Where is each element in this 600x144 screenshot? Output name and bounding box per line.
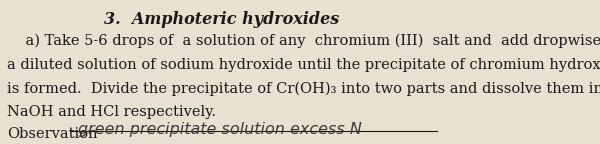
Text: is formed.  Divide the precipitate of Cr(OH)₃ into two parts and dissolve them i: is formed. Divide the precipitate of Cr(… (7, 82, 600, 96)
Text: a) Take 5-6 drops of  a solution of any  chromium (III)  salt and  add dropwise: a) Take 5-6 drops of a solution of any c… (7, 34, 600, 48)
Text: green precipitate solution excess N: green precipitate solution excess N (79, 122, 362, 137)
Text: a diluted solution of sodium hydroxide until the precipitate of chromium hydroxi: a diluted solution of sodium hydroxide u… (7, 58, 600, 72)
Text: Observation: Observation (7, 127, 98, 141)
Text: NaOH and HCl respectively.: NaOH and HCl respectively. (7, 106, 216, 120)
Text: 3.  Amphoteric hydroxides: 3. Amphoteric hydroxides (104, 11, 339, 28)
